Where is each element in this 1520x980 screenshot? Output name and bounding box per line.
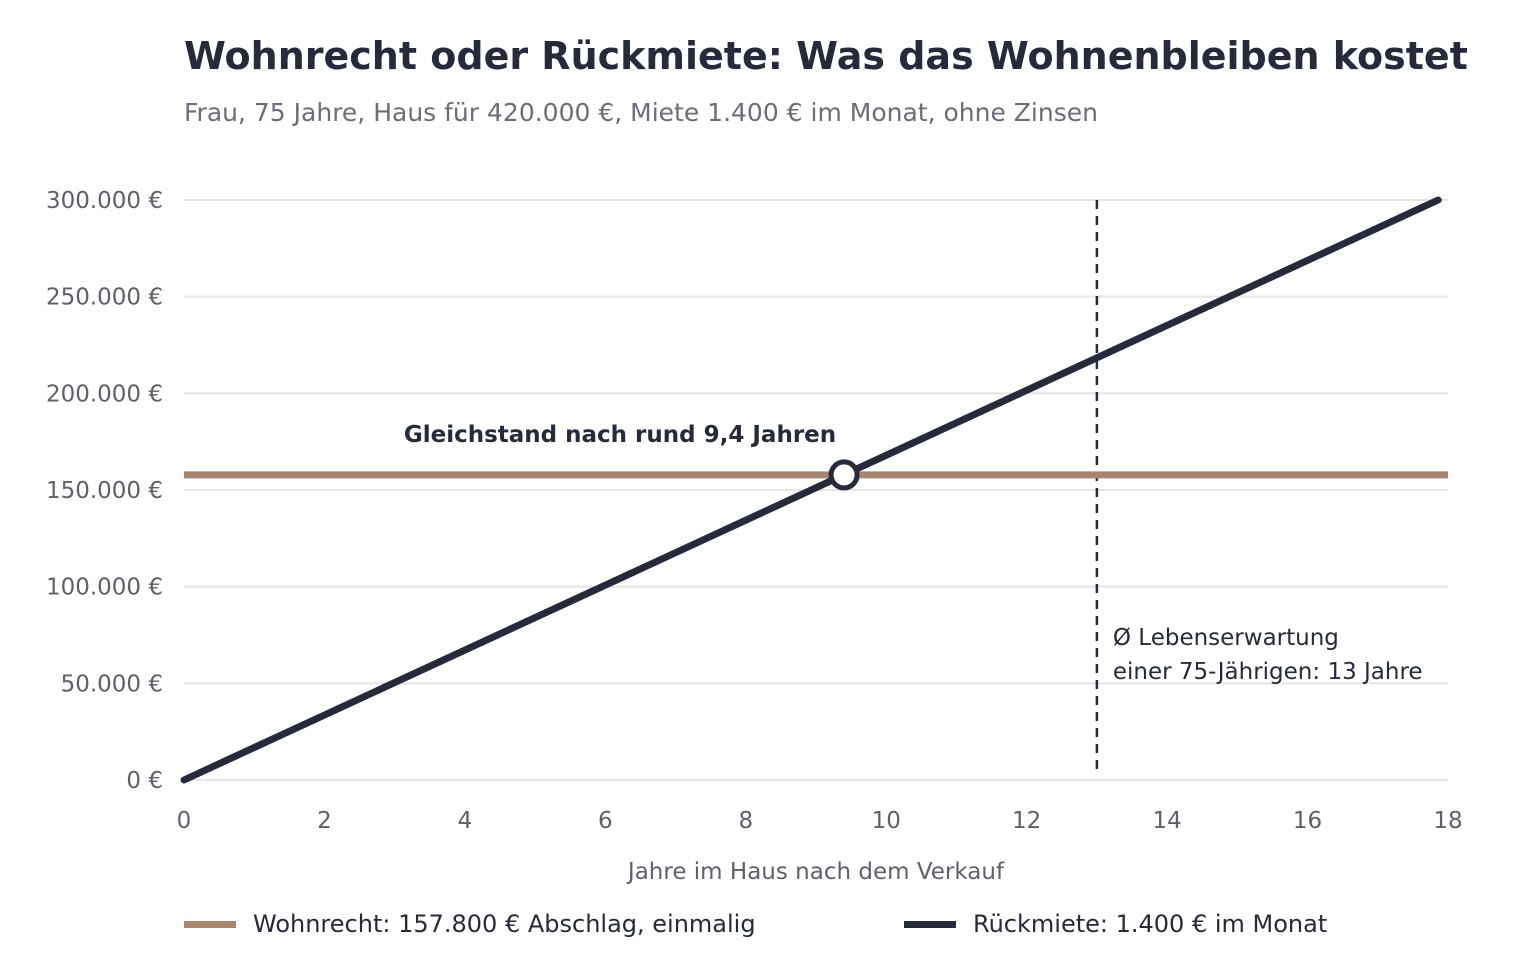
legend-item-wohnrecht: Wohnrecht: 157.800 € Abschlag, einmalig — [184, 910, 756, 938]
y-tick-label: 200.000 € — [46, 381, 163, 407]
legend-swatch-rueckmiete — [904, 920, 956, 928]
legend-item-rueckmiete: Rückmiete: 1.400 € im Monat — [904, 910, 1327, 938]
x-tick-label: 0 — [177, 808, 192, 834]
x-tick-label: 18 — [1433, 808, 1462, 834]
annotations: Gleichstand nach rund 9,4 Jahren — [404, 422, 860, 491]
x-axis-tick-labels: 0 2 4 6 8 10 12 14 16 18 — [177, 808, 1463, 834]
x-tick-label: 8 — [738, 808, 753, 834]
x-tick-label: 12 — [1012, 808, 1041, 834]
x-tick-label: 10 — [872, 808, 901, 834]
chart-legend: Wohnrecht: 157.800 € Abschlag, einmalig … — [0, 910, 1520, 950]
y-tick-label: 50.000 € — [61, 671, 163, 697]
y-tick-label: 0 € — [126, 768, 163, 794]
life-expectancy-label-line: Ø Lebenserwartung — [1113, 625, 1339, 651]
y-axis-tick-labels: 0 € 50.000 € 100.000 € 150.000 € 200.000 € 25… — [46, 188, 163, 794]
legend-swatch-wohnrecht — [184, 920, 236, 928]
line-chart: 0 € 50.000 € 100.000 € 150.000 € 200.000 € 25… — [46, 188, 1463, 885]
x-tick-label: 4 — [458, 808, 473, 834]
intersection-marker — [828, 459, 860, 491]
intersection-label: Gleichstand nach rund 9,4 Jahren — [404, 422, 836, 448]
life-expectancy-label: Ø Lebenserwartung einer 75-Jährigen: 13 J… — [1113, 625, 1423, 685]
series-line-rueckmiete — [180, 196, 1442, 784]
x-tick-label: 14 — [1152, 808, 1181, 834]
legend-label-rueckmiete: Rückmiete: 1.400 € im Monat — [973, 910, 1328, 938]
legend-label-wohnrecht: Wohnrecht: 157.800 € Abschlag, einmalig — [253, 910, 756, 938]
y-tick-label: 100.000 € — [46, 575, 163, 601]
chart-subtitle: Frau, 75 Jahre, Haus für 420.000 €, Miet… — [184, 98, 1098, 127]
x-tick-label: 6 — [598, 808, 613, 834]
life-expectancy-label-line: einer 75-Jährigen: 13 Jahre — [1113, 659, 1423, 685]
y-tick-label: 250.000 € — [46, 285, 163, 311]
chart-title: Wohnrecht oder Rückmiete: Was das Wohnen… — [184, 34, 1468, 78]
life-expectancy-reference: Ø Lebenserwartung einer 75-Jährigen: 13 J… — [1095, 200, 1423, 772]
x-tick-label: 16 — [1293, 808, 1322, 834]
x-tick-label: 2 — [317, 808, 332, 834]
y-tick-label: 300.000 € — [46, 188, 163, 214]
x-axis-label: Jahre im Haus nach dem Verkauf — [626, 859, 1005, 885]
y-tick-label: 150.000 € — [46, 478, 163, 504]
series-lines — [180, 196, 1448, 784]
